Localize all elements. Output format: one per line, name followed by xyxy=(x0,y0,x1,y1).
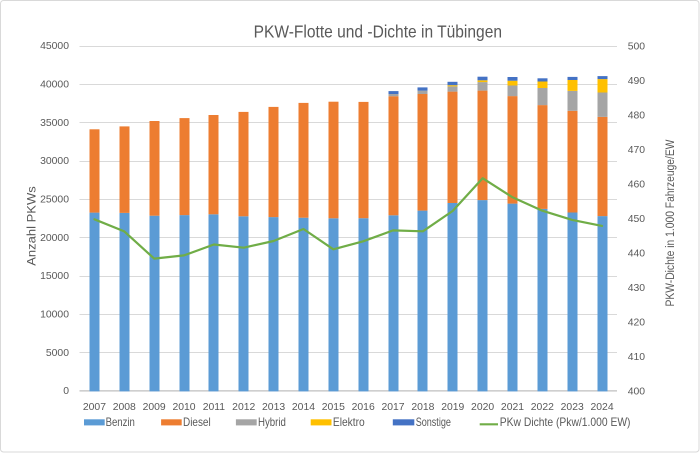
svg-text:500: 500 xyxy=(628,42,646,53)
svg-text:45000: 45000 xyxy=(40,41,69,52)
svg-text:2013: 2013 xyxy=(262,402,285,413)
svg-text:470: 470 xyxy=(628,145,646,156)
svg-text:400: 400 xyxy=(628,387,646,398)
svg-text:2018: 2018 xyxy=(411,402,434,413)
svg-text:2022: 2022 xyxy=(531,402,554,413)
svg-text:5000: 5000 xyxy=(46,348,69,359)
svg-text:40000: 40000 xyxy=(40,80,69,91)
svg-text:2008: 2008 xyxy=(113,402,136,413)
svg-text:2015: 2015 xyxy=(322,402,345,413)
svg-text:0: 0 xyxy=(63,386,69,397)
svg-text:Anzahl PKWs: Anzahl PKWs xyxy=(27,186,39,266)
svg-text:2020: 2020 xyxy=(471,402,494,413)
svg-text:440: 440 xyxy=(628,249,646,260)
svg-text:410: 410 xyxy=(628,352,646,363)
svg-text:2019: 2019 xyxy=(441,402,464,413)
svg-text:15000: 15000 xyxy=(40,271,69,282)
svg-text:490: 490 xyxy=(628,76,646,87)
svg-text:2007: 2007 xyxy=(83,402,106,413)
svg-text:30000: 30000 xyxy=(40,156,69,167)
svg-text:460: 460 xyxy=(628,180,646,191)
svg-text:Elektro: Elektro xyxy=(333,415,365,429)
svg-text:Diesel: Diesel xyxy=(183,415,211,429)
svg-text:2012: 2012 xyxy=(232,402,255,413)
svg-text:2010: 2010 xyxy=(172,402,195,413)
svg-text:25000: 25000 xyxy=(40,195,69,206)
svg-text:Sonstige: Sonstige xyxy=(416,415,451,429)
svg-text:420: 420 xyxy=(628,318,646,329)
svg-text:2014: 2014 xyxy=(292,402,315,413)
svg-text:2011: 2011 xyxy=(203,402,226,413)
svg-text:PKw Dichte (Pkw/1.000 EW): PKw Dichte (Pkw/1.000 EW) xyxy=(500,415,631,429)
svg-text:480: 480 xyxy=(628,111,646,122)
svg-text:Benzin: Benzin xyxy=(106,415,135,429)
svg-text:2009: 2009 xyxy=(143,402,166,413)
svg-text:2024: 2024 xyxy=(591,402,614,413)
svg-text:2017: 2017 xyxy=(381,402,404,413)
svg-text:450: 450 xyxy=(628,214,646,225)
svg-text:430: 430 xyxy=(628,283,646,294)
svg-text:20000: 20000 xyxy=(40,233,69,244)
svg-text:2021: 2021 xyxy=(501,402,524,413)
svg-text:Hybrid: Hybrid xyxy=(258,415,286,429)
svg-text:2023: 2023 xyxy=(561,402,584,413)
svg-text:PKW-Flotte und -Dichte in Tübi: PKW-Flotte und -Dichte in Tübingen xyxy=(254,21,502,41)
svg-text:2016: 2016 xyxy=(352,402,375,413)
svg-text:PKW-Dichte in 1.000 Fahrzeuge/: PKW-Dichte in 1.000 Fahrzeuge/EW xyxy=(665,139,677,306)
svg-text:35000: 35000 xyxy=(40,118,69,129)
svg-text:10000: 10000 xyxy=(40,310,69,321)
